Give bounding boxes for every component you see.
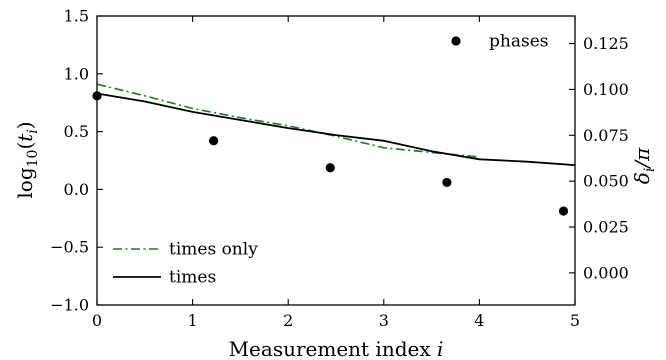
series-phases-point	[558, 206, 569, 216]
left-y-axis-paren-close: )	[13, 121, 37, 129]
series-phases-point	[442, 177, 452, 188]
x-axis-title-text: Measurement index	[229, 337, 437, 360]
right-y-axis-delta-sub: i	[642, 168, 658, 172]
x-tick-label: 0	[92, 311, 102, 330]
plot-frame	[96, 15, 576, 306]
y-tick-label: 0.0	[64, 180, 89, 199]
series-phases-point	[209, 136, 219, 146]
left-y-axis-title: log10(ti)	[13, 121, 41, 198]
x-tick-label: 2	[283, 311, 293, 330]
x-axis-title: Measurement index i	[229, 337, 444, 360]
series-times-line	[96, 92, 576, 166]
x-tick-label: 3	[379, 311, 389, 330]
y-right-tick-label: 0.050	[583, 172, 629, 191]
right-y-axis-title: δi/π	[630, 147, 658, 184]
left-y-axis-log: log	[13, 167, 37, 198]
y-right-tick-label: 0.025	[583, 218, 629, 237]
y-tick-label: 1.0	[64, 64, 89, 83]
right-y-axis-over-pi: /π	[630, 147, 654, 170]
y-right-tick-label: 0.000	[583, 263, 629, 282]
x-tick-label: 5	[570, 311, 580, 330]
left-y-axis-t: t	[13, 133, 37, 142]
x-tick-label: 4	[474, 311, 484, 330]
legend-phases-label: phases	[489, 32, 548, 52]
y-tick-label: −0.5	[50, 238, 89, 257]
right-y-axis-delta: δ	[630, 172, 654, 184]
series-phases-point	[325, 163, 335, 173]
plot-area	[92, 83, 576, 216]
x-axis-title-symbol: i	[437, 337, 443, 360]
legend-times-label: times	[169, 268, 216, 288]
left-y-axis-log-base: 10	[25, 150, 41, 168]
y-right-tick-label: 0.125	[583, 34, 629, 53]
y-tick-label: −1.0	[50, 296, 89, 315]
x-tick-label: 1	[188, 311, 198, 330]
legend-times-only-label: times only	[169, 240, 258, 260]
legend-phases-swatch	[451, 36, 461, 46]
left-y-axis-paren-open: (	[13, 142, 37, 150]
y-right-tick-label: 0.100	[583, 80, 629, 99]
y-tick-label: 0.5	[64, 122, 89, 141]
axis-ticks: 0 1 2 3 4 5 −1.0 −0.5 0.0 0.5 1.0 1.5 0.000 0.025 0.05…	[50, 7, 629, 331]
y-right-tick-label: 0.075	[583, 126, 629, 145]
left-y-axis-t-sub: i	[25, 129, 41, 133]
y-tick-label: 1.5	[64, 7, 89, 26]
legend: times only times phases	[113, 32, 548, 288]
series-times-only-line	[96, 83, 480, 158]
